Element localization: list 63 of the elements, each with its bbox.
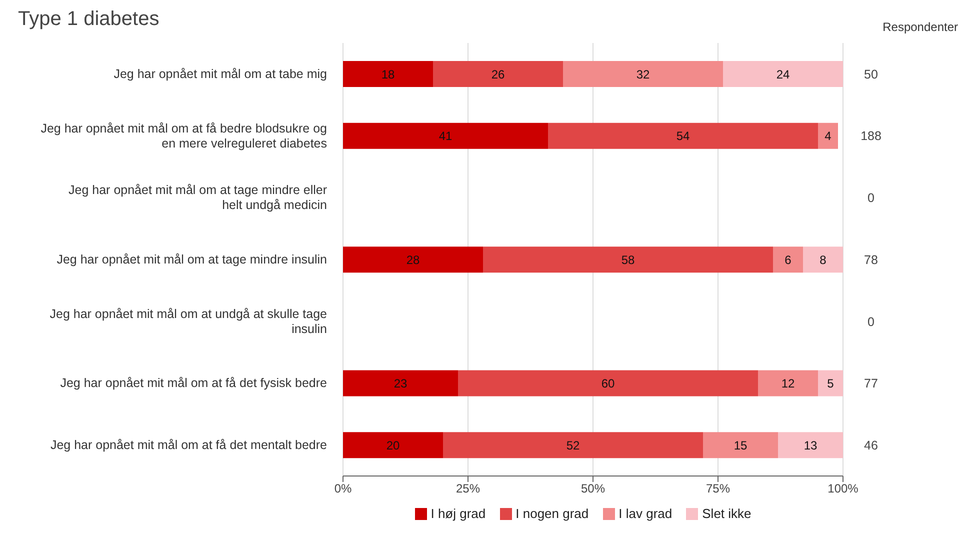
y2-tick-label: 0	[868, 314, 875, 329]
legend-label: I høj grad	[430, 506, 486, 521]
data-label: 28	[406, 252, 420, 267]
bar	[343, 246, 483, 273]
bar	[443, 432, 703, 458]
bar	[723, 61, 843, 87]
bar	[803, 246, 843, 273]
data-label: 8	[820, 252, 827, 267]
y2-tick-label: 188	[860, 129, 882, 144]
bar	[758, 370, 818, 396]
y2-tick-label: 46	[864, 438, 878, 453]
y-tick-label: Jeg har opnået mit mål om at tage mindre eller helt undgå medicin	[68, 183, 328, 212]
data-label: 54	[676, 129, 690, 144]
x-tick-label: 100%	[828, 482, 859, 496]
y2-tick-label: 0	[868, 191, 875, 206]
bar	[343, 61, 433, 87]
data-label: 5	[827, 376, 834, 391]
y-tick-label: Jeg har opnået mit mål om at undgå at skulle tage insulin	[50, 306, 328, 336]
data-label: 60	[601, 376, 615, 391]
text: Type 1 diabetes	[18, 8, 160, 31]
data-label: 15	[734, 438, 748, 452]
bar	[818, 122, 838, 149]
bar	[818, 370, 843, 396]
x-tick-label: 0%	[334, 482, 352, 496]
y-tick-label: Jeg har opnået mit mål om at få det mentalt bedre	[50, 438, 328, 452]
y-tick-label: Jeg har opnået mit mål om at få bedre blodsukre og en mere velreguleret diabetes	[40, 121, 328, 150]
data-label: 20	[386, 438, 400, 452]
data-label: 58	[621, 252, 635, 267]
data-label: 4	[824, 129, 832, 144]
legend-label: I lav grad	[618, 506, 672, 521]
bar	[458, 370, 758, 396]
x-tick-label: 75%	[706, 482, 730, 496]
bar	[703, 432, 778, 458]
bar	[563, 61, 723, 87]
data-label: 23	[394, 376, 408, 391]
legend-label: I nogen grad	[516, 506, 589, 521]
y-tick-label: Jeg har opnået mit mål om at tage mindre insulin	[56, 252, 328, 266]
y2-tick-label: 77	[864, 376, 878, 391]
data-label: 24	[776, 67, 790, 82]
bar	[343, 122, 548, 149]
y2-tick-label: 50	[864, 67, 878, 82]
data-label: 18	[381, 67, 395, 82]
data-label: 13	[804, 438, 818, 452]
bar	[548, 122, 818, 149]
y-tick-label: Jeg har opnået mit mål om at tabe mig	[114, 66, 328, 81]
bar	[433, 61, 563, 87]
x-tick-label: 50%	[580, 482, 606, 496]
y2-axis-title: Respondenter	[882, 20, 958, 34]
bar	[773, 246, 803, 273]
data-label: 32	[636, 67, 650, 82]
data-label: 52	[566, 438, 580, 452]
data-label: 6	[784, 252, 792, 267]
data-label: 41	[438, 129, 452, 144]
bar	[483, 246, 773, 273]
y-tick-label: Jeg har opnået mit mål om at få det fysisk bedre	[60, 376, 328, 390]
bar	[343, 370, 458, 396]
data-label: 26	[491, 67, 505, 82]
y2-tick-label: 78	[864, 252, 878, 267]
x-tick-label: 25%	[456, 482, 480, 496]
legend-label: Slet ikke	[702, 506, 752, 521]
data-label: 12	[781, 376, 795, 391]
bar	[778, 432, 843, 458]
bar	[343, 432, 443, 458]
